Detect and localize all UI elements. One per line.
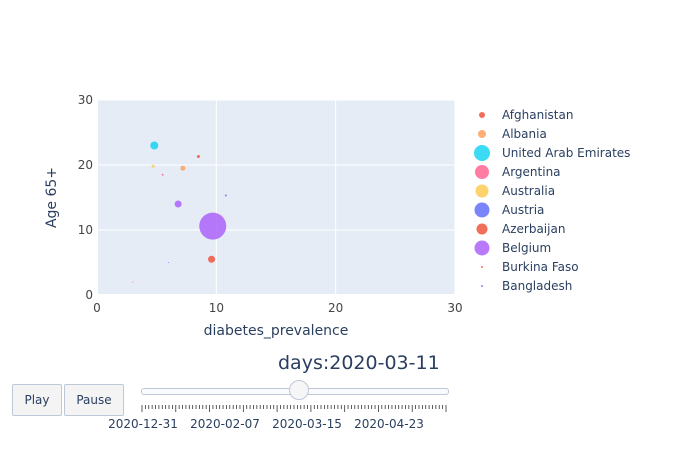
legend-marker[interactable] — [474, 240, 490, 256]
legend-label[interactable]: Burkina Faso — [502, 260, 579, 274]
x-tick-label: 20 — [328, 301, 343, 315]
legend-label[interactable]: Albania — [502, 127, 547, 141]
y-tick-label: 0 — [85, 288, 93, 302]
legend: Afghanistan Albania United Arab Emirates Ar… — [474, 108, 630, 293]
legend-marker[interactable] — [481, 266, 483, 268]
point-burkina-faso[interactable] — [132, 281, 134, 283]
legend-marker[interactable] — [476, 223, 488, 235]
legend-label[interactable]: Australia — [502, 184, 555, 198]
x-axis-title: diabetes_prevalence — [204, 323, 349, 339]
pause-button[interactable]: Pause — [64, 384, 124, 416]
point-belgium[interactable] — [199, 212, 227, 240]
x-tick-label: 10 — [209, 301, 224, 315]
legend-marker[interactable] — [481, 285, 483, 287]
plot-area — [97, 100, 455, 295]
slider-step-label[interactable]: 2020-03-15 — [272, 417, 342, 431]
point-argentina[interactable] — [161, 173, 164, 176]
legend-label[interactable]: Afghanistan — [502, 108, 573, 122]
y-tick-label: 20 — [78, 158, 93, 172]
point-bangladesh[interactable] — [168, 262, 170, 263]
point-belgium[interactable] — [174, 200, 182, 208]
y-tick-label: 10 — [78, 223, 93, 237]
point-albania[interactable] — [180, 165, 186, 171]
legend-label[interactable]: Austria — [502, 203, 544, 217]
legend-marker[interactable] — [474, 145, 490, 161]
y-axis-title: Age 65+ — [44, 167, 60, 228]
y-axis-ticks: 0 10 20 30 — [78, 93, 93, 302]
legend-label[interactable]: Argentina — [502, 165, 561, 179]
x-tick-label: 30 — [447, 301, 462, 315]
legend-label[interactable]: Bangladesh — [502, 279, 572, 293]
point-afghanistan[interactable] — [196, 155, 200, 159]
point-australia[interactable] — [151, 164, 155, 168]
current-frame-label: days:2020-03-11 — [278, 352, 440, 374]
slider-step-label[interactable]: 2020-12-31 — [108, 417, 178, 431]
legend-label[interactable]: United Arab Emirates — [502, 146, 630, 160]
y-tick-label: 30 — [78, 93, 93, 107]
legend-marker[interactable] — [479, 112, 485, 118]
legend-marker[interactable] — [475, 184, 489, 198]
current-frame-value: 2020-03-11 — [329, 352, 440, 374]
legend-marker[interactable] — [474, 202, 490, 218]
play-button[interactable]: Play — [12, 384, 62, 416]
legend-label[interactable]: Azerbaijan — [502, 222, 565, 236]
point-azerbaijan[interactable] — [208, 255, 216, 263]
legend-label[interactable]: Belgium — [502, 241, 551, 255]
point-austria[interactable] — [224, 194, 227, 197]
slider-ticks — [141, 405, 447, 412]
point-united-arab-emirates[interactable] — [150, 141, 159, 150]
grid-lines — [96, 99, 456, 296]
slider-step-label[interactable]: 2020-02-07 — [190, 417, 260, 431]
x-tick-label: 0 — [93, 301, 101, 315]
slider-handle[interactable] — [289, 380, 310, 400]
slider-step-label[interactable]: 2020-04-23 — [354, 417, 424, 431]
legend-marker[interactable] — [478, 130, 486, 138]
x-axis-ticks: 0 10 20 30 — [93, 301, 462, 315]
data-points — [132, 141, 227, 283]
legend-marker[interactable] — [475, 165, 489, 179]
current-frame-prefix: days: — [278, 352, 330, 374]
